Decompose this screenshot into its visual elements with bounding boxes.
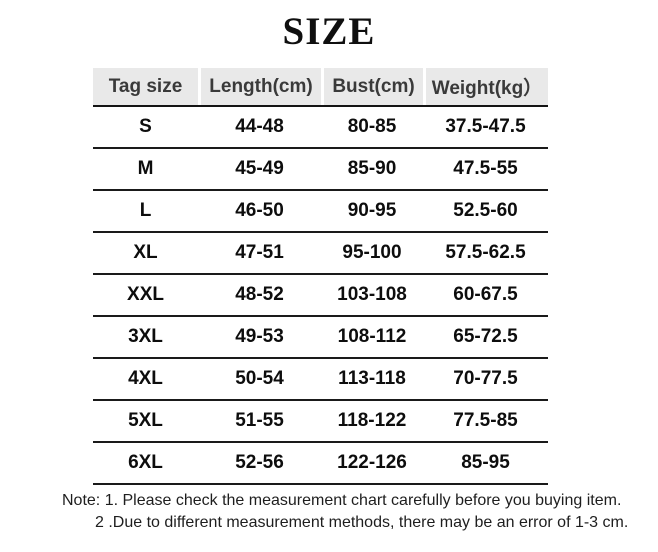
table-row: 6XL 52-56 122-126 85-95 <box>93 443 548 485</box>
cell-length: 45-49 <box>235 158 284 179</box>
cell-weight: 37.5-47.5 <box>445 116 526 137</box>
cell-length: 50-54 <box>235 368 284 389</box>
cell-length: 48-52 <box>235 284 284 305</box>
cell-tag-size: 3XL <box>128 326 163 347</box>
cell-bust: 90-95 <box>347 200 397 221</box>
cell-bust: 122-126 <box>337 452 407 473</box>
column-header-bust: Bust(cm) <box>321 68 423 105</box>
size-table: Tag size Length(cm) Bust(cm) Weight(kg） … <box>93 68 548 485</box>
table-row: S 44-48 80-85 37.5-47.5 <box>93 107 548 149</box>
cell-length: 49-53 <box>235 326 284 347</box>
table-header-row: Tag size Length(cm) Bust(cm) Weight(kg） <box>93 68 548 107</box>
column-header-weight: Weight(kg） <box>423 68 548 105</box>
cell-bust: 108-112 <box>337 326 407 347</box>
cell-weight: 52.5-60 <box>453 200 518 221</box>
note-line-2: 2 .Due to different measurement methods,… <box>95 514 629 531</box>
column-header-tag-size: Tag size <box>93 68 198 105</box>
cell-tag-size: 5XL <box>128 410 163 431</box>
column-header-length: Length(cm) <box>198 68 321 105</box>
cell-bust: 118-122 <box>337 410 407 431</box>
cell-bust: 80-85 <box>347 116 397 137</box>
table-row: L 46-50 90-95 52.5-60 <box>93 191 548 233</box>
cell-length: 44-48 <box>235 116 284 137</box>
cell-weight: 70-77.5 <box>453 368 518 389</box>
cell-weight: 47.5-55 <box>453 158 518 179</box>
cell-bust: 95-100 <box>342 242 402 263</box>
cell-weight: 60-67.5 <box>453 284 518 305</box>
table-row: XXL 48-52 103-108 60-67.5 <box>93 275 548 317</box>
cell-tag-size: S <box>139 116 152 137</box>
cell-bust: 85-90 <box>347 158 397 179</box>
cell-tag-size: XXL <box>127 284 164 305</box>
table-body: S 44-48 80-85 37.5-47.5 M 45-49 85-90 47… <box>93 107 548 485</box>
cell-length: 46-50 <box>235 200 284 221</box>
cell-bust: 113-118 <box>338 368 406 389</box>
cell-tag-size: XL <box>133 242 158 263</box>
cell-length: 51-55 <box>235 410 284 431</box>
cell-weight: 57.5-62.5 <box>445 242 526 263</box>
note-line-1: Note: 1. Please check the measurement ch… <box>62 492 622 509</box>
table-row: 4XL 50-54 113-118 70-77.5 <box>93 359 548 401</box>
cell-weight: 85-95 <box>461 452 510 473</box>
table-row: 3XL 49-53 108-112 65-72.5 <box>93 317 548 359</box>
cell-weight: 77.5-85 <box>453 410 518 431</box>
cell-weight: 65-72.5 <box>453 326 518 347</box>
cell-length: 47-51 <box>235 242 284 263</box>
cell-tag-size: M <box>137 158 154 179</box>
cell-length: 52-56 <box>235 452 284 473</box>
cell-tag-size: 6XL <box>128 452 163 473</box>
page-title: SIZE <box>282 10 376 53</box>
notes: Note: 1. Please check the measurement ch… <box>62 490 628 534</box>
cell-tag-size: 4XL <box>128 368 163 389</box>
cell-tag-size: L <box>139 200 152 221</box>
table-row: M 45-49 85-90 47.5-55 <box>93 149 548 191</box>
table-row: XL 47-51 95-100 57.5-62.5 <box>93 233 548 275</box>
table-row: 5XL 51-55 118-122 77.5-85 <box>93 401 548 443</box>
cell-bust: 103-108 <box>337 284 407 305</box>
